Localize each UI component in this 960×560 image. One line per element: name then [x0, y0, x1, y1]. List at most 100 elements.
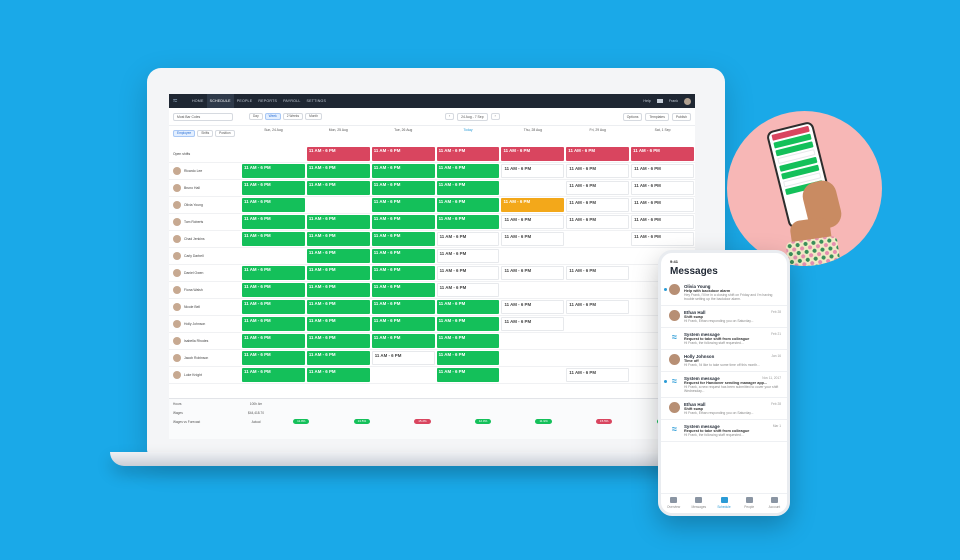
shift-block[interactable]: 11 AM - 6 PM [501, 147, 565, 161]
shift-block[interactable]: 11 AM - 6 PM [436, 232, 500, 246]
shift-block[interactable]: 11 AM - 6 PM [306, 283, 370, 297]
shift-block[interactable]: 11 AM - 6 PM [306, 147, 370, 161]
templates-dropdown[interactable]: Templates [645, 112, 669, 121]
shift-block[interactable]: 11 AM - 6 PM [501, 198, 565, 212]
shift-block[interactable]: 11 AM - 6 PM [436, 300, 500, 314]
shift-cell[interactable]: 11 AM - 6 PM [371, 146, 436, 162]
shift-block[interactable]: 11 AM - 6 PM [566, 147, 630, 161]
staff-row[interactable]: Chad Jenkins [169, 231, 241, 248]
shift-cell[interactable] [500, 367, 565, 383]
shift-cell[interactable] [500, 350, 565, 366]
help-menu[interactable]: Help [643, 99, 651, 103]
prev-period-button[interactable]: ‹ [445, 113, 455, 120]
shift-cell[interactable] [500, 180, 565, 196]
shift-cell[interactable]: 11 AM - 6 PM [371, 350, 436, 366]
shift-cell[interactable]: 11 AM - 6 PM [500, 197, 565, 213]
message-item[interactable]: Olivia Young Help with backdoor alarm Hey … [661, 280, 787, 306]
shift-cell[interactable]: 11 AM - 6 PM [306, 316, 371, 332]
shift-block[interactable]: 11 AM - 6 PM [371, 334, 435, 348]
side-tab-shifts[interactable]: Shifts [197, 130, 214, 137]
shift-block[interactable]: 11 AM - 6 PM [371, 164, 435, 178]
shift-cell[interactable]: 11 AM - 6 PM [630, 146, 695, 162]
side-tab-employee[interactable]: Employee [173, 130, 196, 137]
shift-block[interactable]: 11 AM - 6 PM [436, 266, 500, 280]
shift-block[interactable]: 11 AM - 6 PM [501, 232, 565, 246]
shift-cell[interactable]: 11 AM - 6 PM [306, 214, 371, 230]
shift-block[interactable]: 11 AM - 6 PM [242, 317, 305, 331]
shift-cell[interactable]: 11 AM - 6 PM [565, 214, 630, 230]
staff-row[interactable]: Luke Knight [169, 367, 241, 384]
date-range[interactable]: 24 Aug - 7 Sep [457, 112, 488, 121]
message-item[interactable]: ≈ System message Request to take shift fro… [661, 420, 787, 442]
staff-row[interactable]: Nicole Bell [169, 299, 241, 316]
shift-block[interactable]: 11 AM - 6 PM [242, 351, 305, 365]
shift-cell[interactable]: 11 AM - 6 PM [565, 180, 630, 196]
side-tab-position[interactable]: Position [215, 130, 235, 137]
shift-block[interactable]: 11 AM - 6 PM [501, 317, 565, 331]
shift-cell[interactable] [565, 316, 630, 332]
staff-row[interactable]: Daniel Owen [169, 265, 241, 282]
shift-cell[interactable]: 11 AM - 6 PM [436, 231, 501, 247]
user-menu[interactable]: Frank [668, 99, 678, 103]
shift-cell[interactable]: 11 AM - 6 PM [241, 333, 306, 349]
shift-cell[interactable]: 11 AM - 6 PM [500, 299, 565, 315]
shift-cell[interactable] [565, 231, 630, 247]
nav-item-home[interactable]: HOME [192, 99, 204, 103]
shift-block[interactable]: 11 AM - 6 PM [566, 198, 630, 212]
shift-block[interactable]: 11 AM - 6 PM [631, 164, 695, 178]
shift-cell[interactable]: 11 AM - 6 PM [241, 180, 306, 196]
shift-block[interactable]: 11 AM - 6 PM [631, 181, 695, 195]
shift-cell[interactable]: 11 AM - 6 PM [436, 299, 501, 315]
shift-cell[interactable]: 11 AM - 6 PM [500, 231, 565, 247]
shift-block[interactable]: 11 AM - 6 PM [242, 215, 305, 229]
shift-cell[interactable]: 11 AM - 6 PM [565, 299, 630, 315]
shift-cell[interactable]: 11 AM - 6 PM [500, 163, 565, 179]
shift-block[interactable]: 11 AM - 6 PM [242, 164, 305, 178]
message-item[interactable]: Ethan Hall Shift swap Hi Frank, Ethan resp… [661, 398, 787, 420]
shift-cell[interactable]: 11 AM - 6 PM [436, 146, 501, 162]
view-day-button[interactable]: Day [249, 113, 263, 120]
shift-block[interactable]: 11 AM - 6 PM [501, 215, 565, 229]
shift-block[interactable]: 11 AM - 6 PM [371, 351, 435, 365]
column-header[interactable]: Fri, 29 Aug [589, 128, 606, 132]
nav-item-schedule[interactable]: SCHEDULE [206, 94, 234, 108]
view-month-button[interactable]: Month [305, 113, 322, 120]
shift-cell[interactable]: 11 AM - 6 PM [371, 299, 436, 315]
shift-cell[interactable]: 11 AM - 6 PM [500, 146, 565, 162]
shift-cell[interactable]: 11 AM - 6 PM [371, 163, 436, 179]
shift-block[interactable]: 11 AM - 6 PM [242, 300, 305, 314]
shift-cell[interactable]: 11 AM - 6 PM [306, 367, 371, 383]
shift-block[interactable]: 11 AM - 6 PM [371, 317, 435, 331]
shift-cell[interactable]: 11 AM - 6 PM [241, 367, 306, 383]
shift-block[interactable]: 11 AM - 6 PM [306, 164, 370, 178]
shift-cell[interactable]: 11 AM - 6 PM [241, 350, 306, 366]
column-header[interactable]: Sun, 24 Aug [264, 128, 283, 132]
shift-cell[interactable]: 11 AM - 6 PM [436, 282, 501, 298]
options-dropdown[interactable]: Options [622, 112, 643, 121]
shift-cell[interactable]: 11 AM - 6 PM [306, 231, 371, 247]
shift-cell[interactable]: 11 AM - 6 PM [241, 282, 306, 298]
nav-item-payroll[interactable]: PAYROLL [283, 99, 301, 103]
next-period-button[interactable]: › [490, 113, 500, 120]
shift-cell[interactable]: 11 AM - 6 PM [500, 214, 565, 230]
shift-block[interactable]: 11 AM - 6 PM [306, 300, 370, 314]
shift-cell[interactable] [306, 197, 371, 213]
shift-block[interactable]: 11 AM - 6 PM [566, 215, 630, 229]
shift-block[interactable]: 11 AM - 6 PM [371, 215, 435, 229]
shift-cell[interactable]: 11 AM - 6 PM [565, 163, 630, 179]
shift-cell[interactable]: 11 AM - 6 PM [306, 265, 371, 281]
shift-cell[interactable]: 11 AM - 6 PM [371, 197, 436, 213]
shift-cell[interactable]: 11 AM - 6 PM [241, 316, 306, 332]
staff-row[interactable]: Holly Johnson [169, 316, 241, 333]
shift-block[interactable]: 11 AM - 6 PM [371, 198, 435, 212]
shift-cell[interactable] [500, 282, 565, 298]
shift-block[interactable]: 11 AM - 6 PM [371, 283, 435, 297]
shift-cell[interactable]: 11 AM - 6 PM [565, 197, 630, 213]
shift-cell[interactable]: 11 AM - 6 PM [436, 316, 501, 332]
staff-row[interactable]: Olivia Young [169, 197, 241, 214]
shift-cell[interactable]: 11 AM - 6 PM [371, 316, 436, 332]
shift-cell[interactable]: 11 AM - 6 PM [241, 163, 306, 179]
avatar[interactable] [684, 97, 691, 105]
shift-block[interactable]: 11 AM - 6 PM [501, 266, 565, 280]
shift-block[interactable]: 11 AM - 6 PM [371, 232, 435, 246]
